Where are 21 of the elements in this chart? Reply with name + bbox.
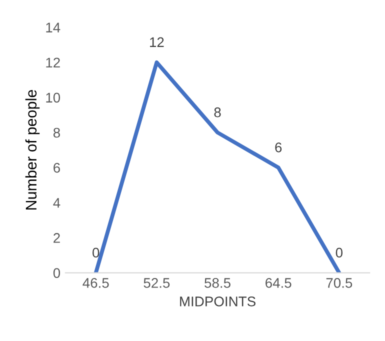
y-axis-title: Number of people [25, 90, 40, 210]
x-tick-label: 58.5 [204, 278, 230, 288]
y-tick-label: 2 [54, 233, 60, 243]
x-tick-label: 46.5 [82, 278, 109, 288]
y-tick-label: 6 [54, 162, 60, 173]
data-label: 0 [336, 248, 343, 258]
x-tick-label: 64.5 [266, 278, 292, 288]
line-series [94, 60, 342, 273]
data-label: 0 [92, 248, 100, 258]
y-tick-label: 0 [53, 268, 60, 278]
y-tick-label: 14 [46, 22, 60, 32]
x-axis-title: MIDPOINTS [180, 296, 256, 306]
data-label: 8 [214, 107, 221, 118]
x-tick-label: 52.5 [144, 278, 170, 288]
data-label: 12 [150, 37, 164, 47]
data-label: 6 [275, 142, 282, 152]
x-tick-label: 70.5 [326, 278, 352, 288]
y-tick-label: 10 [46, 92, 60, 103]
y-tick-label: 4 [53, 198, 60, 208]
y-tick-label: 8 [53, 128, 60, 138]
y-tick-label: 12 [46, 58, 60, 68]
